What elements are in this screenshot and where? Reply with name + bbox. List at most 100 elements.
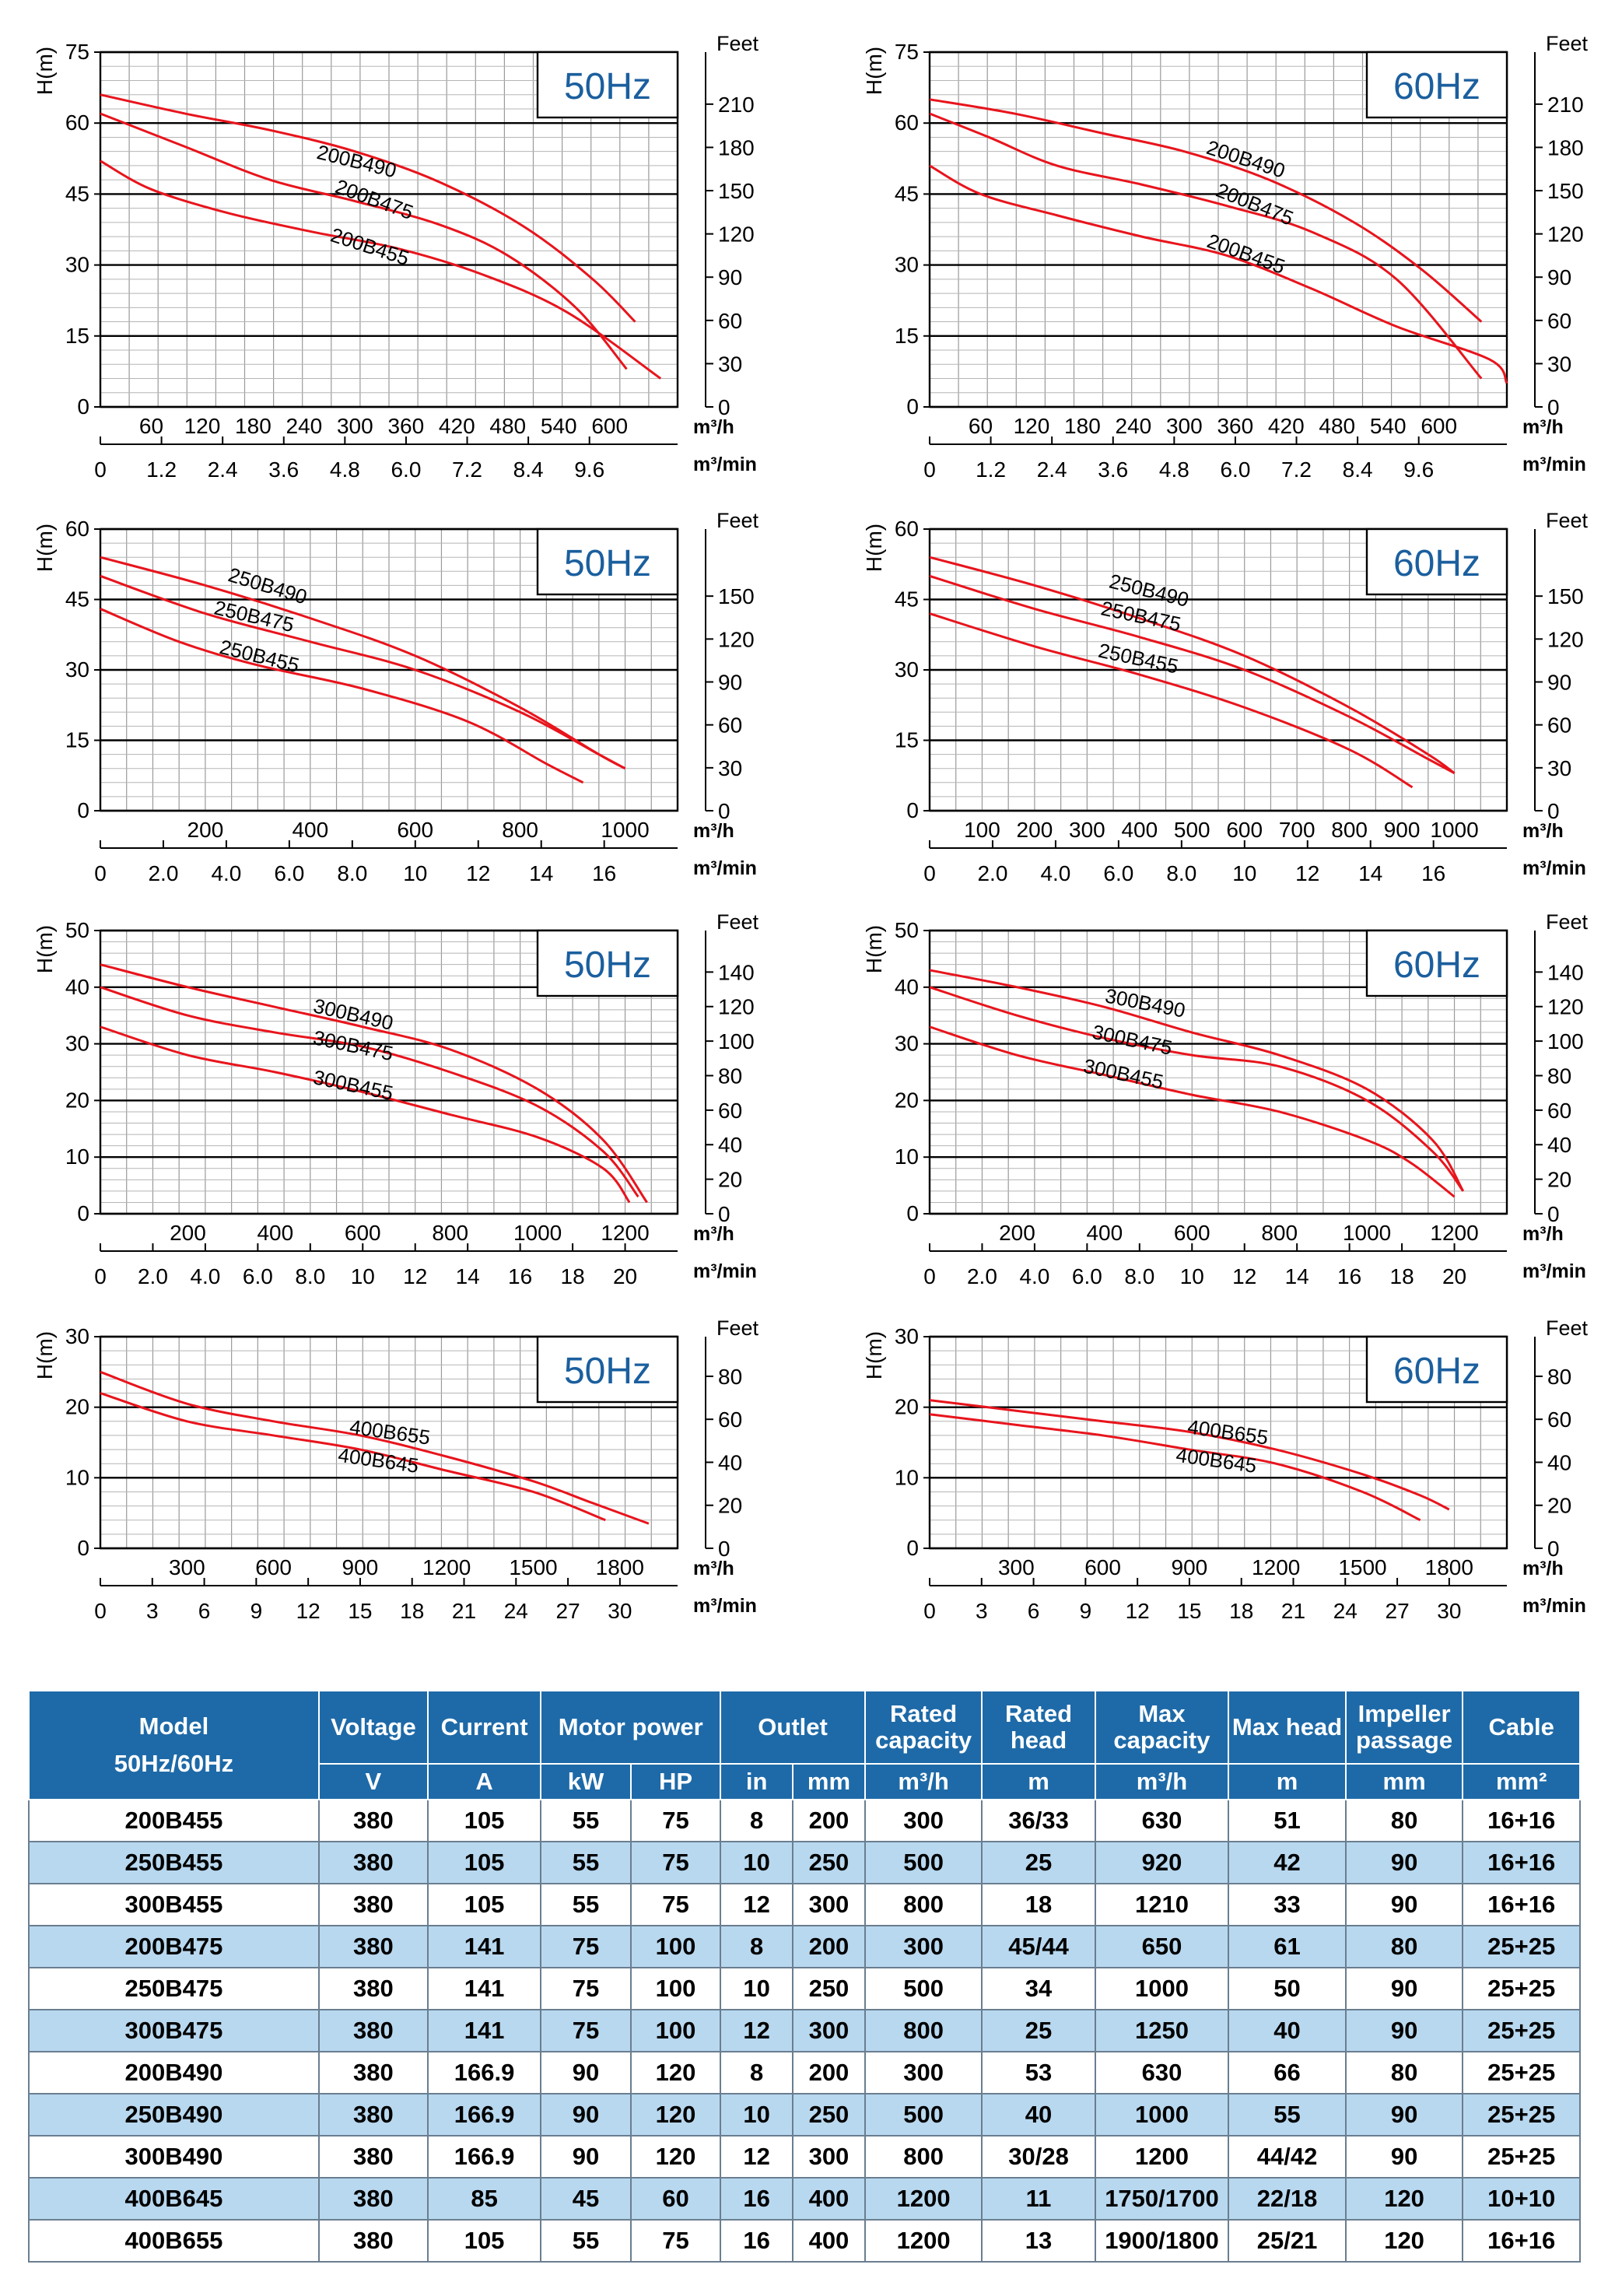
curve-200B475 xyxy=(929,112,1483,380)
y-tick-label: 50 xyxy=(65,918,89,942)
feet-tick-label: 60 xyxy=(1547,1407,1571,1432)
table-cell: 1200 xyxy=(864,2177,983,2221)
x-tick-label-h: 300 xyxy=(1069,818,1105,842)
x-tick-label-h: 1000 xyxy=(601,818,649,842)
y-tick-label: 0 xyxy=(77,798,89,822)
curve-250B490 xyxy=(929,556,1456,774)
feet-tick-label: 0 xyxy=(1547,1202,1560,1226)
curve-label-400B655: 400B655 xyxy=(349,1414,432,1449)
x-tick-label-h: 480 xyxy=(489,414,526,438)
table-cell: 66 xyxy=(1228,2051,1347,2094)
unit-rated-head: m xyxy=(981,1763,1096,1800)
feet-axis-label: Feet xyxy=(1546,910,1589,934)
table-cell: 8 xyxy=(720,2051,794,2094)
y-tick-label: 45 xyxy=(895,587,919,612)
x-tick-label-min: 6 xyxy=(1028,1599,1040,1618)
feet-tick-label: 100 xyxy=(718,1029,755,1053)
x-tick-label-min: 20 xyxy=(1442,1264,1466,1288)
feet-tick-label: 40 xyxy=(1547,1133,1571,1157)
table-cell: 141 xyxy=(426,1925,542,1968)
table-cell: 60 xyxy=(629,2177,722,2221)
feet-tick-label: 90 xyxy=(1547,671,1571,695)
table-cell: 90 xyxy=(1344,2093,1464,2137)
table-cell: 16+16 xyxy=(1462,1799,1581,1842)
table-cell: 500 xyxy=(864,2093,983,2137)
y-tick-label: 0 xyxy=(77,394,89,419)
y-axis-label: H(m) xyxy=(862,1331,886,1379)
x-tick-label-min: 7.2 xyxy=(1281,457,1312,482)
unit-kw: kW xyxy=(540,1763,632,1800)
unit-mm: mm xyxy=(792,1763,866,1800)
y-tick-label: 30 xyxy=(895,253,919,277)
table-cell: 90 xyxy=(540,2051,632,2094)
feet-tick-label: 120 xyxy=(718,627,755,651)
pump-spec-table: Model 50Hz/60Hz Voltage Current Motor po… xyxy=(28,1690,1581,2263)
table-cell: 166.9 xyxy=(426,2051,542,2094)
feet-tick-label: 90 xyxy=(718,671,742,695)
header-current: Current xyxy=(426,1690,542,1765)
x-tick-label-h: 800 xyxy=(1331,818,1368,842)
x-tick-label-h: 200 xyxy=(1017,818,1053,842)
flow-unit-min: m³/min xyxy=(1522,1595,1586,1617)
unit-cable: mm² xyxy=(1462,1763,1581,1800)
frequency-title-box xyxy=(536,929,679,997)
table-cell: 25+25 xyxy=(1462,2135,1581,2179)
model-cell: 250B490 xyxy=(28,2093,320,2137)
table-cell: 105 xyxy=(426,1841,542,1884)
x-tick-label-min: 9.6 xyxy=(574,457,604,482)
x-tick-label-min: 9 xyxy=(250,1599,263,1618)
unit-max-capacity: m³/h xyxy=(1094,1763,1230,1800)
curve-label-400B655: 400B655 xyxy=(1186,1414,1270,1449)
x-tick-label-min: 21 xyxy=(1281,1599,1305,1618)
table-cell: 1200 xyxy=(864,2219,983,2263)
y-tick-label: 20 xyxy=(65,1088,89,1112)
frequency-title-box xyxy=(536,528,679,596)
x-tick-label-min: 3.6 xyxy=(268,457,299,482)
x-tick-label-min: 10 xyxy=(403,861,427,885)
frequency-title: 50Hz xyxy=(564,66,651,107)
table-cell: 800 xyxy=(864,1883,983,1926)
frequency-title-box xyxy=(536,51,679,119)
table-cell: 8 xyxy=(720,1925,794,1968)
header-max-head: Max head xyxy=(1228,1690,1347,1765)
table-cell: 120 xyxy=(629,2093,722,2137)
feet-tick-label: 150 xyxy=(718,584,755,608)
x-tick-label-min: 2.0 xyxy=(967,1264,997,1288)
x-tick-label-min: 8.0 xyxy=(1166,861,1196,885)
table-row: 300B455 380 105 55 75 12 300 800 18 1210 33 90 16+16 xyxy=(28,1883,1581,1926)
table-cell: 300 xyxy=(792,2009,866,2052)
feet-tick-label: 30 xyxy=(718,352,742,376)
table-cell: 11 xyxy=(981,2177,1096,2221)
chart-panel-6: 60Hz01020304050H(m)Feet02040608010012014… xyxy=(862,910,1589,1288)
x-tick-label-h: 600 xyxy=(1226,818,1263,842)
x-tick-label-h: 1200 xyxy=(1430,1221,1478,1245)
y-tick-label: 10 xyxy=(895,1144,919,1169)
table-cell: 90 xyxy=(1344,2135,1464,2179)
x-tick-label-min: 8.0 xyxy=(1124,1264,1154,1288)
table-cell: 120 xyxy=(1344,2219,1464,2263)
table-cell: 1200 xyxy=(1094,2135,1230,2179)
model-cell: 250B455 xyxy=(28,1841,320,1884)
model-cell: 300B490 xyxy=(28,2135,320,2179)
x-tick-label-min: 9 xyxy=(1080,1599,1092,1618)
table-row: 200B490 380 166.9 90 120 8 200 300 53 630 66 80 25+2… xyxy=(28,2051,1581,2094)
y-tick-label: 0 xyxy=(906,394,919,419)
table-cell: 380 xyxy=(317,1799,429,1842)
feet-tick-label: 40 xyxy=(718,1450,742,1474)
y-tick-label: 45 xyxy=(65,587,89,612)
table-cell: 75 xyxy=(629,1883,722,1926)
table-cell: 36/33 xyxy=(981,1799,1096,1842)
table-cell: 13 xyxy=(981,2219,1096,2263)
table-cell: 250 xyxy=(792,1967,866,2010)
x-tick-label-h: 360 xyxy=(387,414,424,438)
table-cell: 16 xyxy=(720,2177,794,2221)
x-tick-label-h: 540 xyxy=(541,414,577,438)
header-impeller-passage: Impeller passage xyxy=(1344,1690,1464,1765)
x-tick-label-min: 0 xyxy=(94,457,107,482)
frequency-title-box xyxy=(1365,929,1508,997)
table-cell: 500 xyxy=(864,1841,983,1884)
x-tick-label-h: 1200 xyxy=(422,1555,471,1579)
frequency-title-box xyxy=(536,1335,679,1404)
x-tick-label-h: 200 xyxy=(187,818,224,842)
y-tick-label: 15 xyxy=(65,728,89,752)
